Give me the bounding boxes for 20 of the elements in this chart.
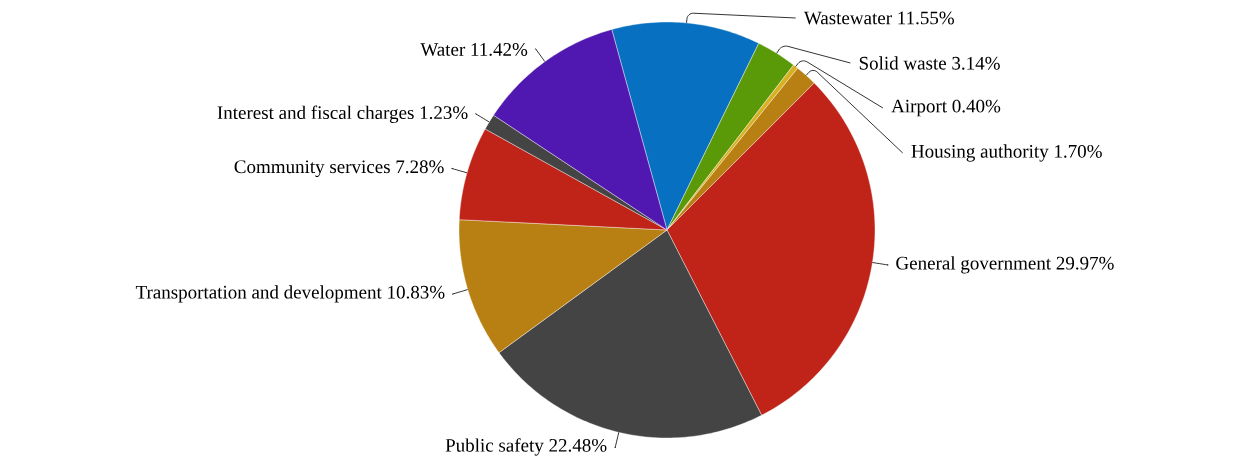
data-label: 29.97% xyxy=(1056,256,1114,270)
data-label: 3.14% xyxy=(952,56,1000,70)
slice-label: Water xyxy=(420,43,466,56)
slice-label: Airport xyxy=(891,99,947,117)
slice-label: Interest and fiscal charges xyxy=(217,105,414,123)
data-label: 1.70% xyxy=(1055,144,1102,158)
data-label: 0.40% xyxy=(952,99,1001,113)
slice-label: Housing authority xyxy=(911,144,1049,162)
data-label: 11.42% xyxy=(471,43,528,56)
slice-label: Wastewater xyxy=(803,11,892,25)
slice-label: Solid waste xyxy=(859,56,947,70)
data-label: 7.28% xyxy=(396,160,444,174)
slice-label: Transportation and development xyxy=(135,285,382,303)
data-label: 11.55% xyxy=(898,11,954,25)
data-label: 22.48% xyxy=(549,438,607,452)
slice-label: General government xyxy=(896,256,1051,274)
slice-label: Community services xyxy=(234,160,390,178)
slice-label: Public safety xyxy=(445,438,544,456)
data-label: 10.83% xyxy=(388,285,445,299)
data-label: 1.23% xyxy=(420,106,468,120)
